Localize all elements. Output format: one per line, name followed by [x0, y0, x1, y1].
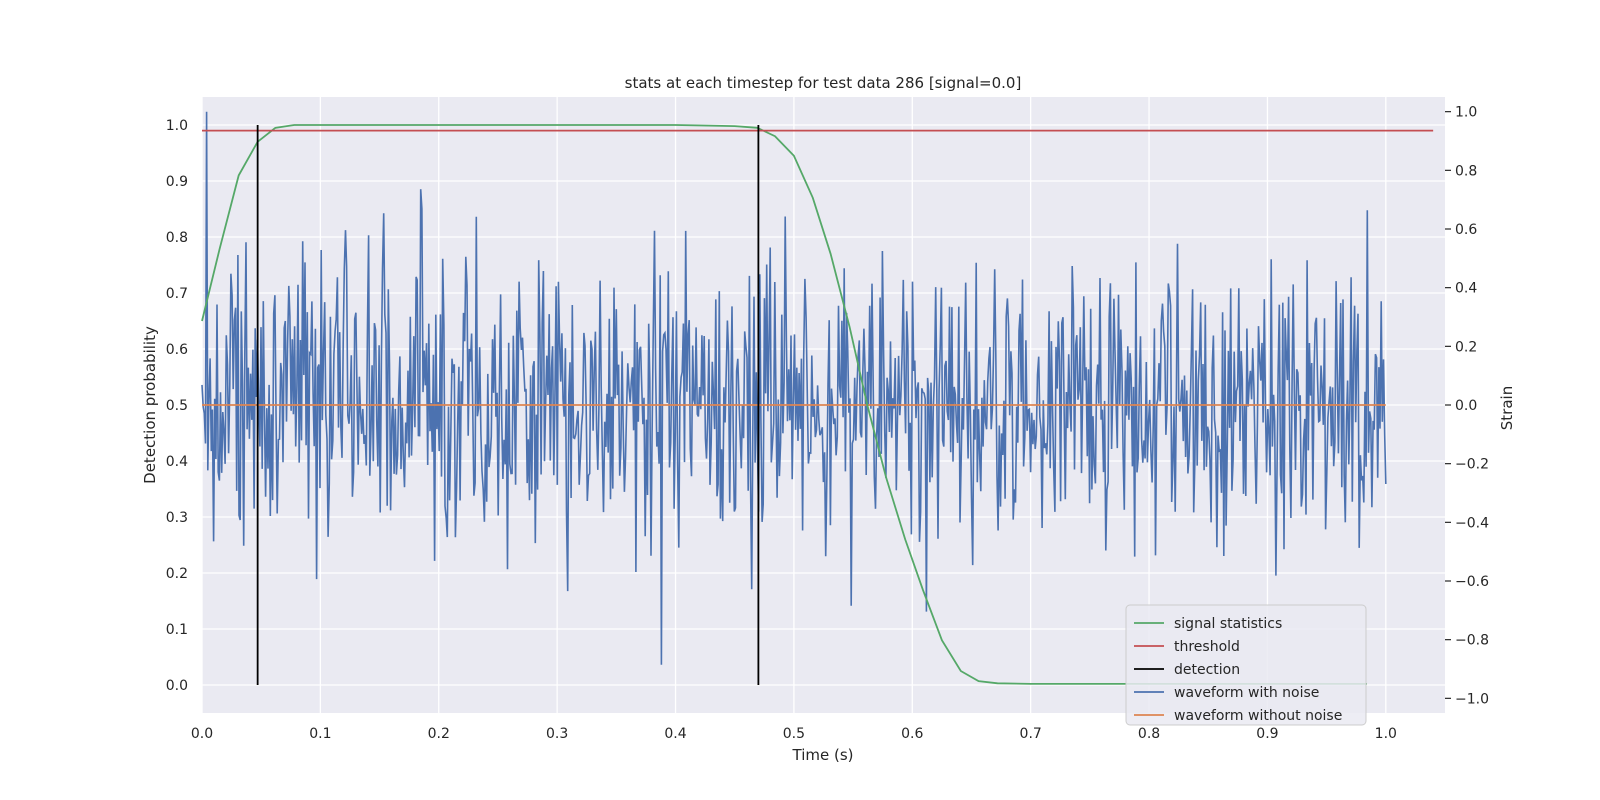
chart-title: stats at each timestep for test data 286… — [625, 74, 1022, 92]
noisy-waveform — [201, 111, 1387, 665]
y-tick-label-left: 0.7 — [166, 286, 188, 302]
y-tick-label-left: 0.4 — [166, 454, 188, 470]
y-ticks-left: 0.0 0.1 0.2 0.3 0.4 0.5 0.6 0.7 0.8 0.9 1.0 — [166, 118, 188, 694]
y-tick-label-right: −0.2 — [1455, 457, 1489, 473]
legend-label: waveform without noise — [1174, 708, 1342, 724]
y-tick-label-right: 0.2 — [1455, 339, 1477, 355]
y-tick-label-left: 0.2 — [166, 566, 188, 582]
y-tick-label-left: 1.0 — [166, 118, 188, 134]
x-ticks: 0.0 0.1 0.2 0.3 0.4 0.5 0.6 0.7 0.8 0.9 1.0 — [191, 726, 1397, 742]
legend-label: detection — [1174, 662, 1240, 678]
y-tick-label-right: 0.4 — [1455, 281, 1477, 297]
y-tick-label-left: 0.6 — [166, 342, 188, 358]
y-ticks-right: −1.0 −0.8 −0.6 −0.4 −0.2 0.0 0.2 0.4 0.6 0.8 1.0 — [1445, 105, 1489, 707]
y-tick-label-right: −0.6 — [1455, 574, 1489, 590]
y-tick-label-right: 0.8 — [1455, 163, 1477, 179]
signal-statistics — [201, 124, 1367, 685]
legend-box — [1125, 604, 1367, 726]
x-tick-label: 0.3 — [546, 726, 568, 742]
y-tick-label-left: 0.5 — [166, 398, 188, 414]
detections — [256, 125, 760, 685]
y-tick-label-left: 0.9 — [166, 174, 188, 190]
y-tick-label-left: 0.8 — [166, 230, 188, 246]
y-tick-label-right: 1.0 — [1455, 105, 1477, 121]
y-tick-label-left: 0.3 — [166, 510, 188, 526]
y-tick-label-left: 0.1 — [166, 622, 188, 638]
y-tick-label-right: 0.6 — [1455, 222, 1477, 238]
legend: signal statistics threshold detection wavef… — [1125, 604, 1367, 726]
x-tick-label: 0.9 — [1256, 726, 1278, 742]
x-tick-label: 0.4 — [664, 726, 686, 742]
x-tick-label: 0.7 — [1020, 726, 1042, 742]
y-tick-label-left: 0.0 — [166, 678, 188, 694]
y-tick-label-right: 0.0 — [1455, 398, 1477, 414]
y-axis-label-right: Strain — [1498, 386, 1516, 430]
y-axis-label-left: Detection probability — [141, 326, 159, 484]
y-tick-label-right: −0.8 — [1455, 633, 1489, 649]
x-tick-label: 0.8 — [1138, 726, 1160, 742]
x-tick-label: 0.1 — [309, 726, 331, 742]
x-tick-label: 0.6 — [901, 726, 923, 742]
legend-label: waveform with noise — [1174, 685, 1319, 701]
y-tick-label-right: −0.4 — [1455, 515, 1489, 531]
legend-label: threshold — [1174, 639, 1240, 655]
x-tick-label: 0.0 — [191, 726, 213, 742]
x-tick-label: 1.0 — [1375, 726, 1397, 742]
signal-statistics-line — [201, 124, 1367, 685]
x-axis-label: Time (s) — [792, 746, 854, 764]
legend-label: signal statistics — [1174, 616, 1282, 632]
x-tick-label: 0.2 — [428, 726, 450, 742]
x-tick-label: 0.5 — [783, 726, 805, 742]
y-tick-label-right: −1.0 — [1455, 691, 1489, 707]
noisy-waveform-line — [201, 111, 1387, 665]
